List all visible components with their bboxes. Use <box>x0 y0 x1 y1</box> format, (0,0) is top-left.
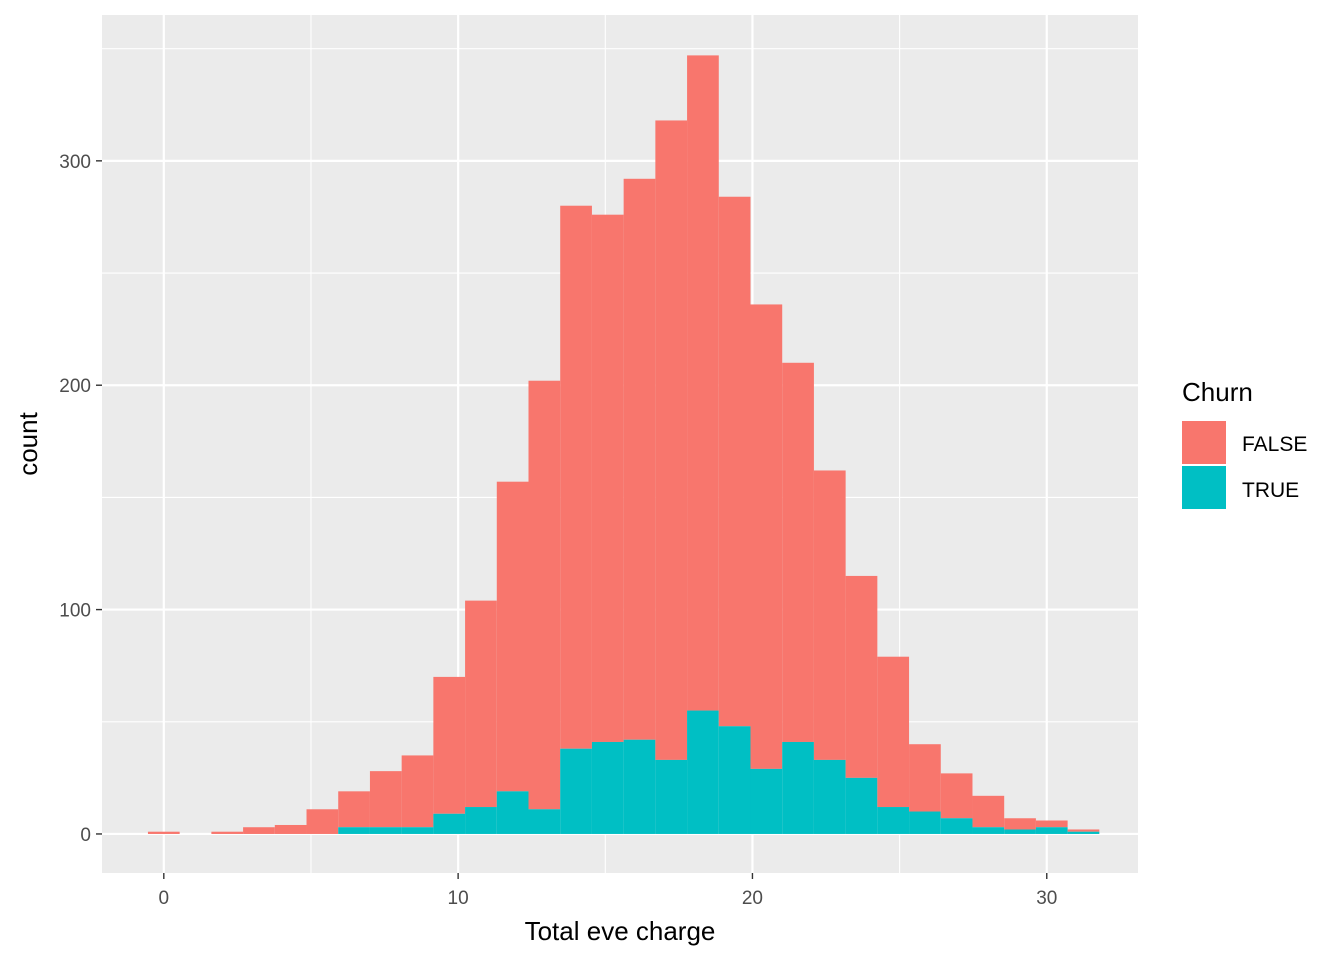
bar-false <box>528 380 561 810</box>
bar-true <box>528 809 561 834</box>
y-axis: 0 100 200 300 <box>59 152 102 846</box>
bar-true <box>401 827 434 834</box>
bar-false <box>274 824 307 834</box>
bar-false <box>338 791 370 828</box>
bar-false <box>1035 820 1068 828</box>
bar-true <box>782 741 814 834</box>
bar-false <box>433 676 466 814</box>
bar-true <box>369 827 402 834</box>
bar-true <box>338 827 370 834</box>
bar-false <box>909 744 941 812</box>
bar-true <box>909 811 941 834</box>
y-tick-label: 200 <box>59 376 91 397</box>
bar-false <box>1004 818 1036 830</box>
bar-true <box>1004 829 1036 834</box>
bar-false <box>465 600 497 808</box>
bar-false <box>401 755 434 828</box>
bar-true <box>591 741 624 834</box>
bar-false <box>687 55 719 711</box>
legend-entry-true: TRUE <box>1182 466 1299 509</box>
histogram-bars <box>147 55 1100 834</box>
bar-false <box>940 773 973 819</box>
legend-label-false: FALSE <box>1242 433 1307 456</box>
bar-false <box>560 205 592 749</box>
x-tick-label: 10 <box>448 888 469 909</box>
bar-true <box>845 777 878 834</box>
bar-true <box>1035 827 1068 834</box>
x-tick-label: 20 <box>742 888 763 909</box>
bar-true <box>718 726 751 834</box>
bar-false <box>813 470 846 760</box>
bar-false <box>750 304 783 769</box>
y-axis-title: count <box>13 411 43 475</box>
bar-true <box>750 768 783 834</box>
bar-true <box>1067 831 1100 834</box>
bar-true <box>560 748 592 834</box>
bar-false <box>211 831 244 834</box>
bar-true <box>433 813 466 834</box>
x-tick-label: 0 <box>159 888 170 909</box>
bar-false <box>623 178 656 740</box>
bar-false <box>147 831 180 834</box>
y-tick-label: 100 <box>59 601 91 622</box>
bar-false <box>306 809 339 834</box>
legend-label-true: TRUE <box>1242 479 1299 502</box>
bar-true <box>687 710 719 834</box>
y-tick-label: 300 <box>59 152 91 173</box>
legend-entry-false: FALSE <box>1182 421 1307 464</box>
y-tick-label: 0 <box>80 825 91 846</box>
bar-true <box>972 827 1005 834</box>
bar-false <box>718 196 751 727</box>
legend-key-false <box>1182 421 1226 464</box>
bar-true <box>877 807 910 834</box>
bar-false <box>1067 829 1100 832</box>
bar-false <box>591 214 624 742</box>
bar-false <box>655 120 688 760</box>
bar-true <box>655 759 688 834</box>
bar-true <box>496 791 529 834</box>
bar-false <box>369 771 402 828</box>
bar-false <box>877 656 910 808</box>
x-axis: 0 10 20 30 <box>159 873 1057 909</box>
bar-false <box>845 575 878 778</box>
x-axis-title: Total eve charge <box>525 916 716 946</box>
bar-false <box>243 827 275 834</box>
legend-title: Churn <box>1182 377 1253 407</box>
bar-false <box>972 795 1005 828</box>
bar-false <box>782 362 814 742</box>
bar-true <box>465 807 497 834</box>
bar-true <box>940 818 973 834</box>
bar-false <box>496 481 529 792</box>
bar-true <box>623 739 656 834</box>
legend: Churn FALSE TRUE <box>1182 377 1307 509</box>
x-tick-label: 30 <box>1036 888 1057 909</box>
legend-key-true <box>1182 466 1226 509</box>
bar-true <box>813 759 846 834</box>
